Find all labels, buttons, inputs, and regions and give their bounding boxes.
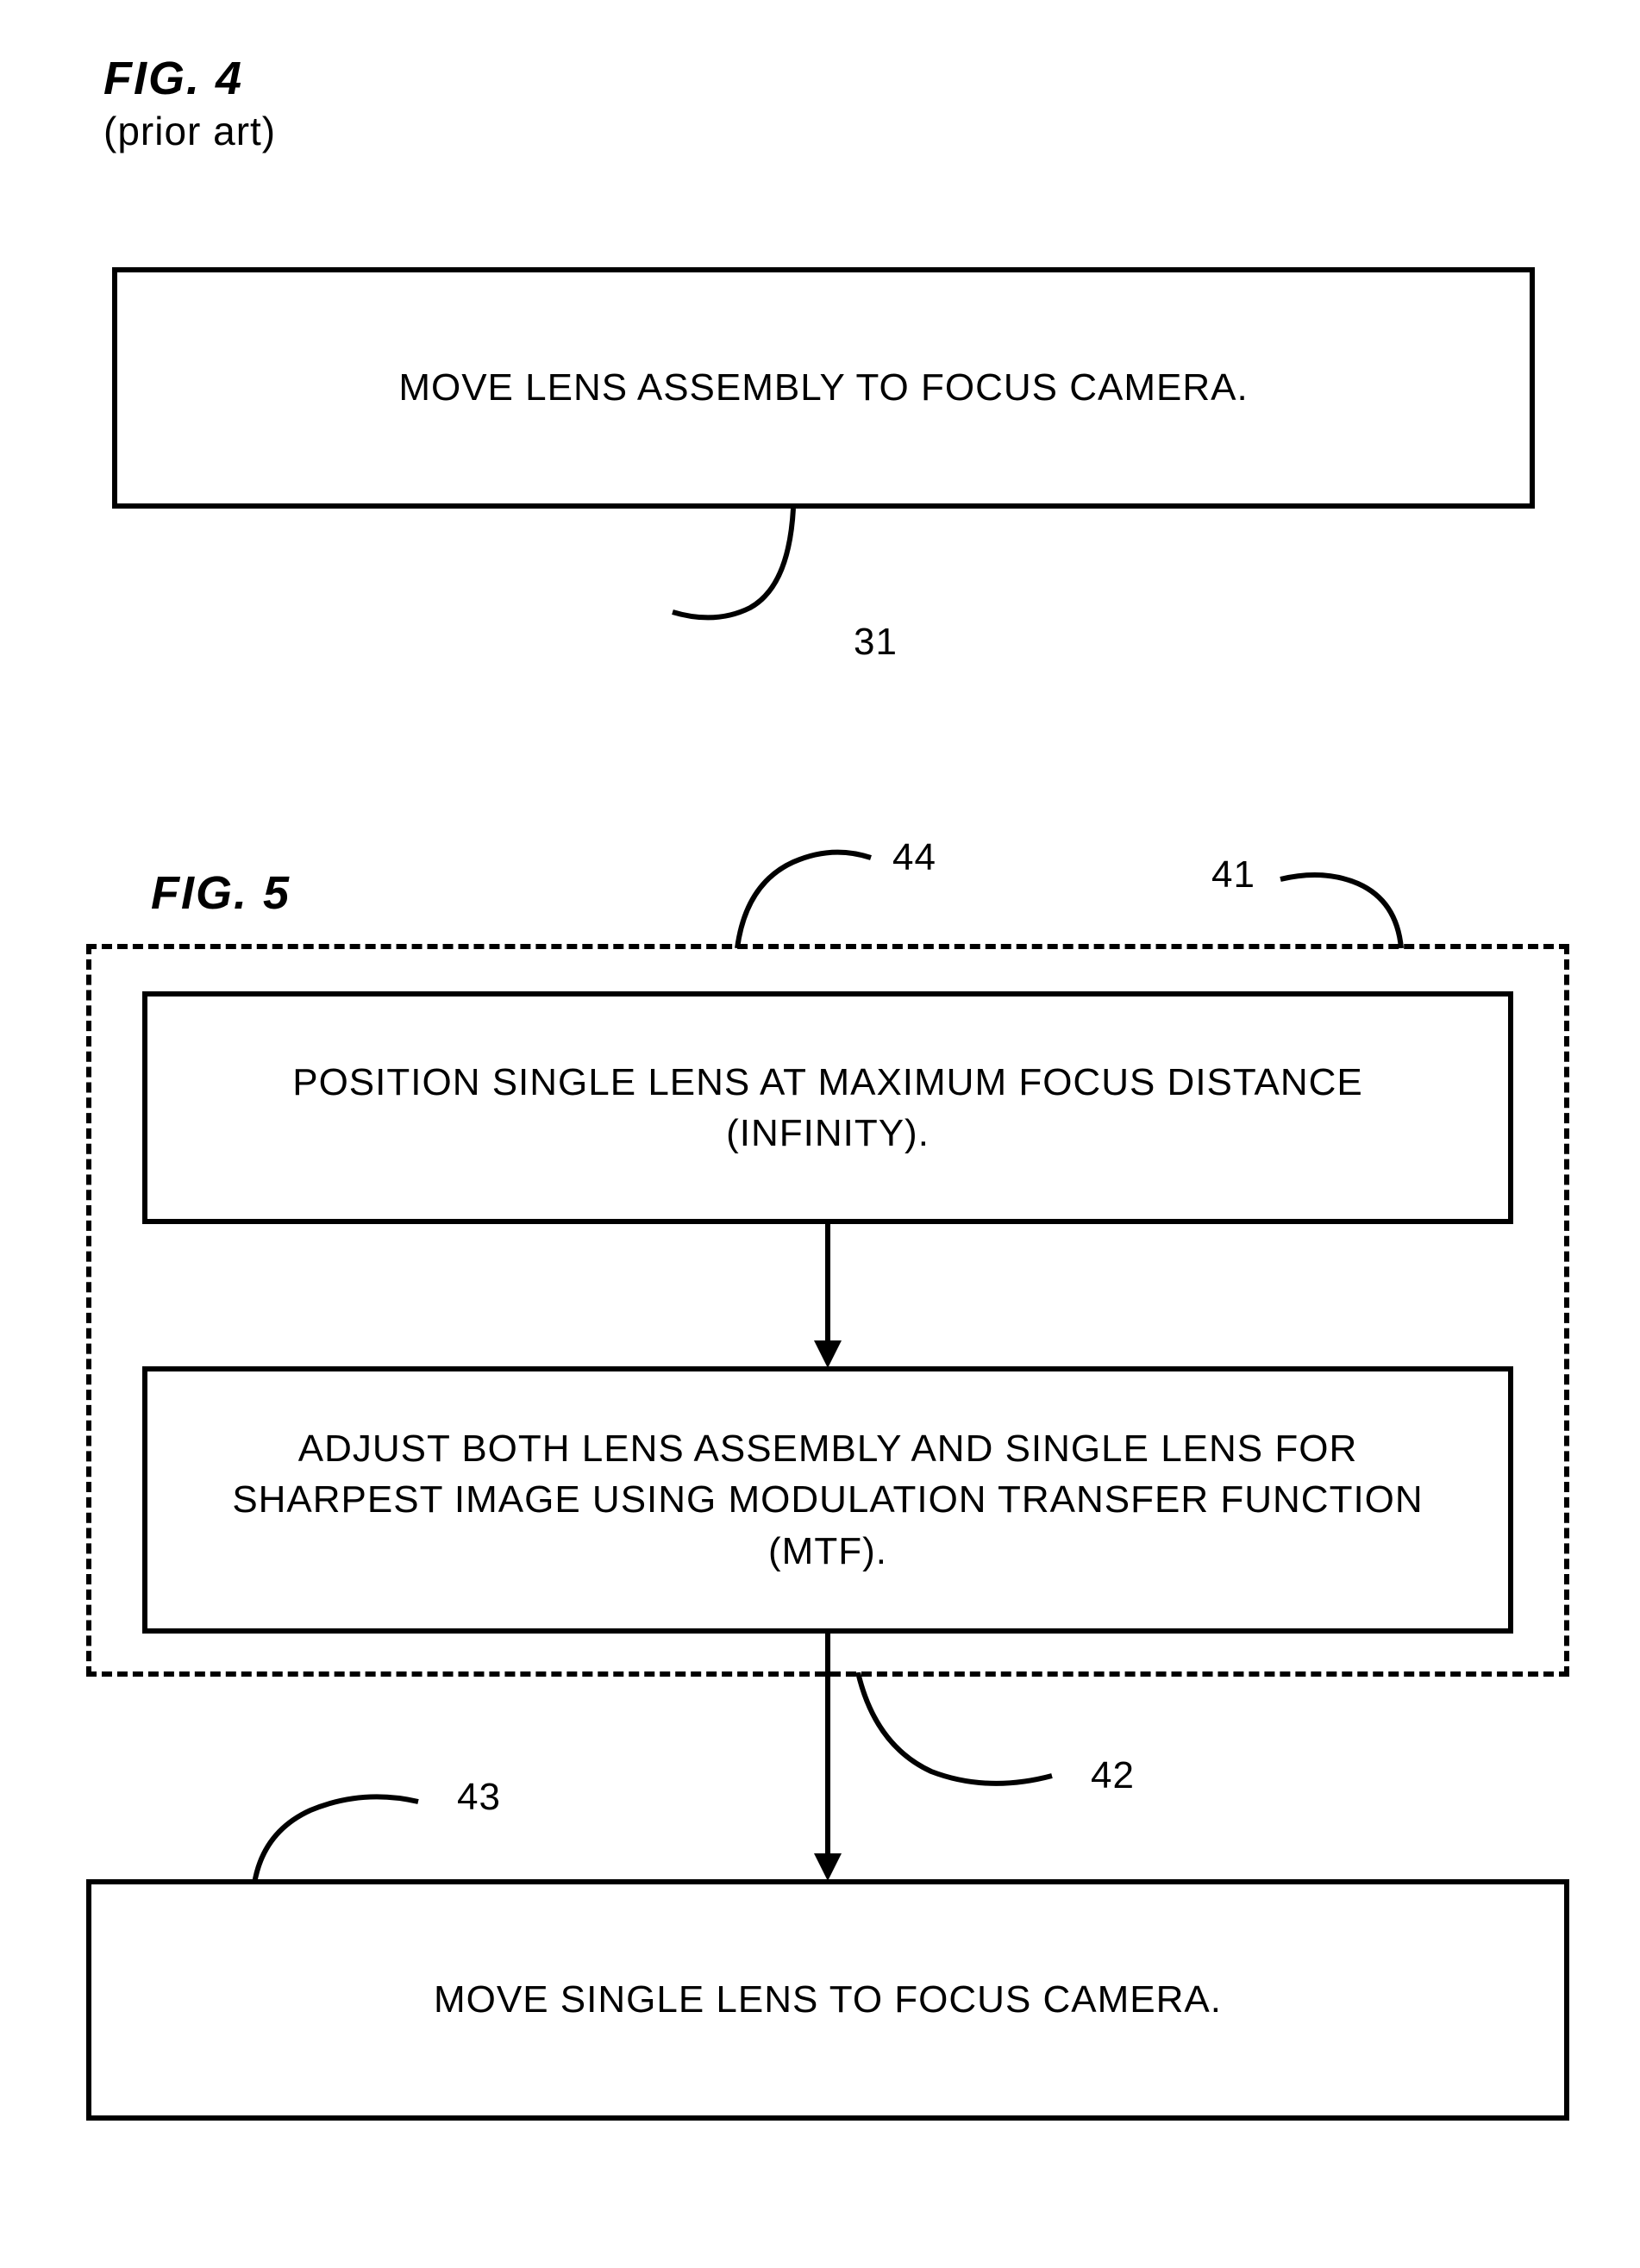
fig4-box-31-text: MOVE LENS ASSEMBLY TO FOCUS CAMERA. <box>398 366 1248 409</box>
arrow-42-to-43-head <box>814 1853 842 1881</box>
fig5-box-41: POSITION SINGLE LENS AT MAXIMUM FOCUS DI… <box>142 991 1513 1224</box>
callout-42-curve <box>849 1672 1074 1802</box>
fig5-box-43: MOVE SINGLE LENS TO FOCUS CAMERA. <box>86 1879 1569 2121</box>
callout-31-label: 31 <box>854 621 898 664</box>
fig5-box-41-text: POSITION SINGLE LENS AT MAXIMUM FOCUS DI… <box>199 1057 1456 1159</box>
callout-42-label: 42 <box>1091 1754 1135 1797</box>
fig4-subtitle: (prior art) <box>103 108 276 154</box>
callout-31-curve <box>655 509 828 647</box>
callout-43-curve <box>241 1789 440 1884</box>
callout-41-curve <box>1259 862 1414 948</box>
callout-44-label: 44 <box>892 836 936 879</box>
fig5-box-43-text: MOVE SINGLE LENS TO FOCUS CAMERA. <box>434 1978 1222 2021</box>
callout-43-label: 43 <box>457 1776 501 1819</box>
arrow-41-to-42-head <box>814 1340 842 1368</box>
fig4-box-31: MOVE LENS ASSEMBLY TO FOCUS CAMERA. <box>112 267 1535 509</box>
fig4-title: FIG. 4 <box>103 52 243 105</box>
fig5-box-42: ADJUST BOTH LENS ASSEMBLY AND SINGLE LEN… <box>142 1366 1513 1634</box>
callout-41-label: 41 <box>1211 853 1255 897</box>
arrow-41-to-42-line <box>825 1224 830 1345</box>
arrow-42-to-43-line <box>825 1634 830 1858</box>
fig5-title: FIG. 5 <box>151 866 291 920</box>
fig5-box-42-text: ADJUST BOTH LENS ASSEMBLY AND SINGLE LEN… <box>199 1423 1456 1577</box>
callout-44-curve <box>720 836 892 948</box>
